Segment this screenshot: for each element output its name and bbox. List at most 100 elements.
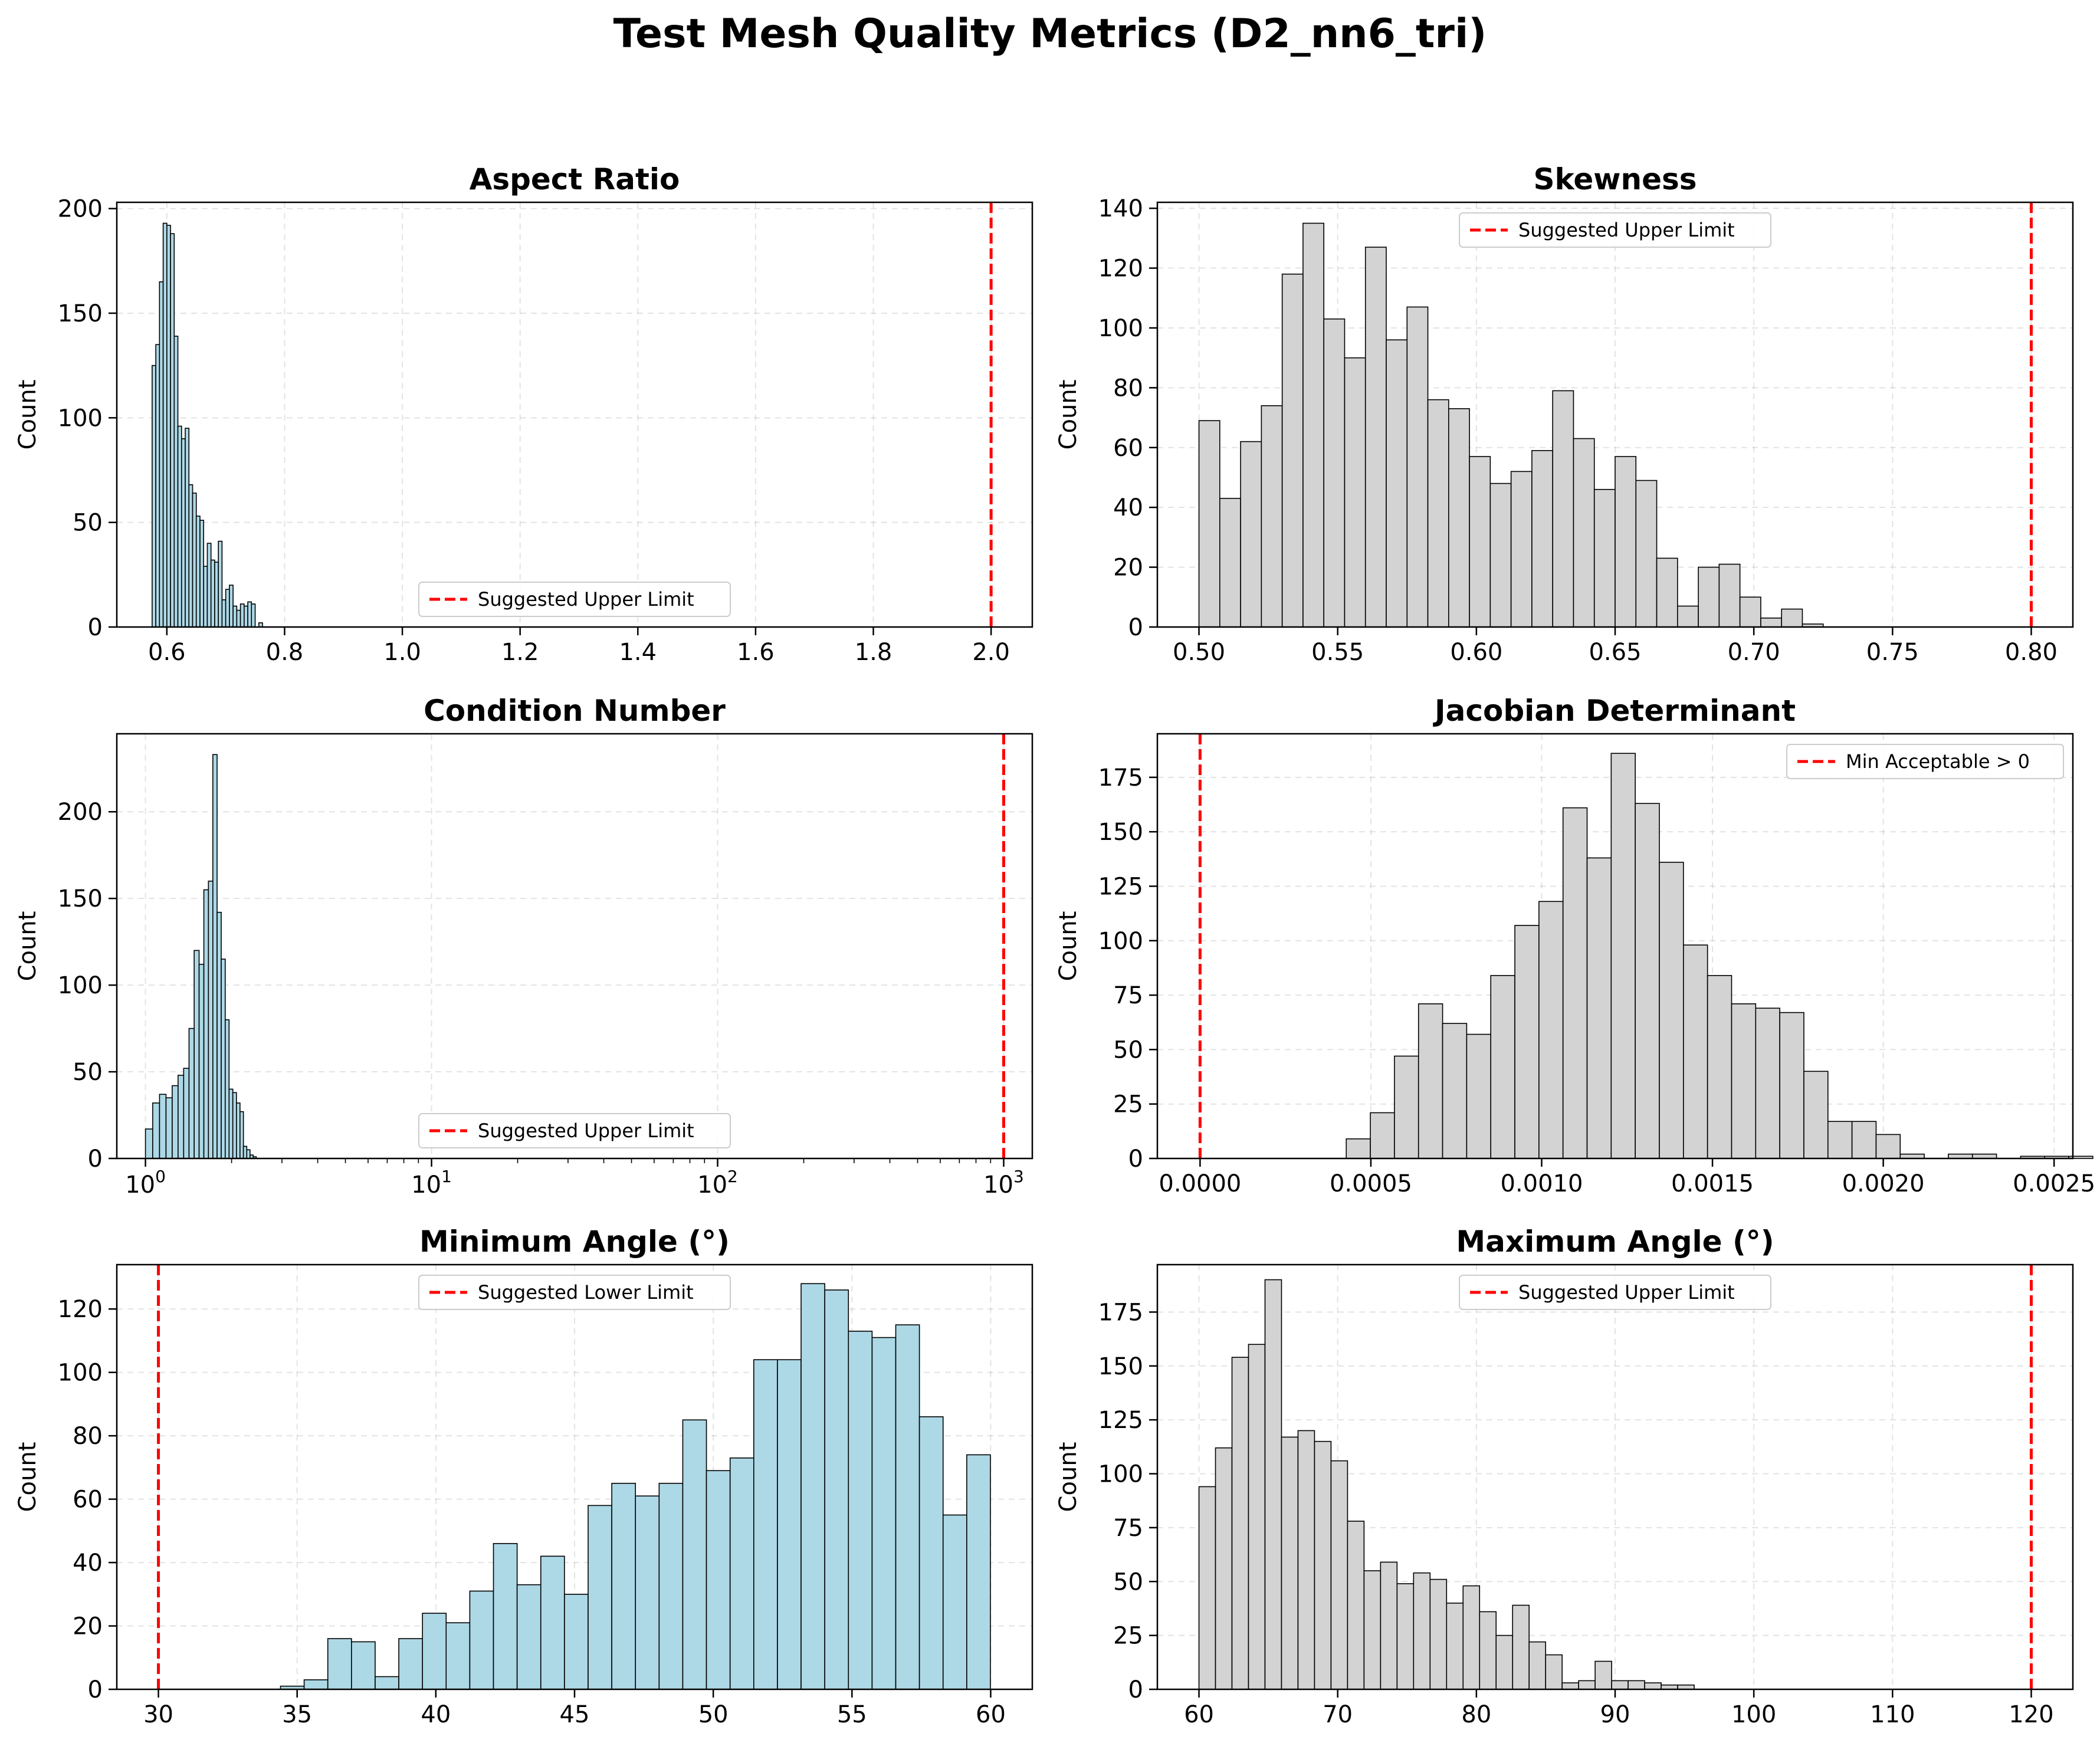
histogram-bar: [1635, 480, 1658, 628]
histogram-bar: [247, 601, 252, 628]
legend-box: [1786, 744, 2064, 779]
histogram-bar: [1611, 1680, 1629, 1690]
histogram-bar: [152, 1102, 160, 1159]
x-tick-label: 80: [1461, 1701, 1491, 1728]
axes-frame: [116, 733, 1033, 1160]
y-tick-label: 0: [88, 614, 103, 641]
histogram-bar: [1875, 1134, 1901, 1159]
histogram-bar: [198, 964, 205, 1159]
x-tick-label: 1.2: [501, 639, 539, 666]
histogram-bar: [178, 1075, 185, 1159]
chart-panel-6: 60 70 80 90 100 110 120 0 25 50 75 100 125 150 175 Coun…: [1055, 1225, 2074, 1728]
x-tick-label: 0.0020: [1842, 1170, 1925, 1197]
x-tick-label: 0.6: [148, 639, 186, 666]
histogram-bar: [221, 959, 226, 1159]
y-tick-label: 40: [1113, 494, 1143, 521]
y-tick-label: 140: [1098, 195, 1143, 222]
histogram-bar: [166, 225, 171, 628]
histogram-bar: [159, 1094, 167, 1159]
legend: Suggested Upper Limit: [418, 582, 731, 617]
histogram-bar: [181, 438, 186, 628]
x-tick-label: 40: [421, 1701, 451, 1728]
legend: Suggested Lower Limit: [418, 1275, 731, 1310]
chart-panel-4: 0.0000 0.0005 0.0010 0.0015 0.0020 0.0025 0 25 5…: [1055, 694, 2095, 1197]
y-axis-label: Count: [1055, 911, 1082, 982]
histogram-bar: [173, 336, 179, 628]
x-tick-label: 0.65: [1589, 639, 1641, 666]
y-tick-label: 125: [1098, 1407, 1143, 1434]
histogram-bar: [1628, 1680, 1645, 1690]
y-tick-label: 150: [58, 300, 103, 327]
histogram-bar: [1562, 807, 1588, 1159]
histogram-bar: [327, 1638, 352, 1690]
histogram-bar: [1219, 498, 1241, 628]
y-tick-label: 0: [88, 1676, 103, 1703]
histogram-bar: [682, 1419, 707, 1690]
panel-title: Condition Number: [424, 694, 726, 728]
histogram-bar: [155, 344, 160, 628]
histogram-bar: [942, 1514, 967, 1690]
y-tick-label: 175: [1098, 764, 1143, 792]
histogram-bar: [729, 1457, 754, 1690]
x-tick-label: 0.0010: [1501, 1170, 1583, 1197]
x-tick-label: 50: [698, 1701, 729, 1728]
histogram-bar: [236, 1102, 241, 1159]
y-tick-label: 50: [73, 1059, 103, 1086]
histogram-bar: [1386, 339, 1408, 628]
histogram-bar: [1363, 1570, 1382, 1690]
histogram-bar: [1803, 1071, 1829, 1159]
x-tick-label: 100: [1731, 1701, 1776, 1728]
y-tick-label: 40: [73, 1550, 103, 1577]
y-tick-label: 75: [1113, 982, 1143, 1009]
histogram-bar: [1330, 1460, 1348, 1690]
panel-title: Aspect Ratio: [470, 162, 680, 196]
x-tick-label: 0.0000: [1159, 1170, 1241, 1197]
histogram-bar: [1635, 803, 1660, 1159]
histogram-bar: [1495, 1634, 1514, 1690]
axes-frame: [116, 201, 1033, 628]
histogram-bar: [1479, 1611, 1497, 1690]
x-tick-label: 2.0: [972, 639, 1010, 666]
histogram-bar: [1594, 1660, 1612, 1690]
y-tick-label: 150: [1098, 1353, 1143, 1380]
histogram-bar: [188, 484, 193, 628]
histogram-bar: [193, 950, 200, 1159]
histogram-bar: [1413, 1572, 1431, 1690]
histogram-bar: [203, 566, 208, 628]
histogram-bar: [1489, 482, 1512, 628]
x-tick-label: 101: [411, 1167, 452, 1199]
histogram-bar: [244, 605, 248, 628]
histogram-bar: [1561, 1682, 1579, 1690]
histogram-bar: [1248, 1344, 1266, 1690]
histogram-bar: [1344, 357, 1366, 628]
x-tick-label: 1.6: [737, 639, 775, 666]
histogram-bar: [1531, 450, 1553, 628]
y-tick-label: 175: [1098, 1299, 1143, 1326]
legend-box: [418, 1113, 731, 1148]
histogram-bar: [1442, 1023, 1468, 1159]
y-tick-label: 100: [58, 405, 103, 432]
histogram-bar: [1644, 1682, 1662, 1690]
histogram-bar: [516, 1584, 542, 1690]
histogram-bar: [1406, 306, 1429, 628]
y-tick-label: 200: [58, 196, 103, 223]
y-tick-label: 25: [1113, 1623, 1143, 1650]
histogram-bar: [777, 1359, 802, 1690]
histogram-bar: [1448, 408, 1470, 628]
y-axis-label: Count: [1055, 380, 1082, 450]
histogram-bar: [1462, 1585, 1481, 1690]
histogram-bar: [1370, 1112, 1395, 1159]
histogram-bar: [445, 1622, 471, 1690]
y-tick-label: 100: [58, 1360, 103, 1387]
x-tick-label: 100: [125, 1167, 166, 1199]
histogram-bar: [1528, 1641, 1546, 1690]
histogram-bar: [159, 281, 164, 628]
histogram-bar: [800, 1283, 825, 1690]
histogram-bar: [351, 1641, 376, 1690]
histogram-bar: [225, 589, 230, 628]
histogram-bar: [493, 1543, 518, 1690]
histogram-bar: [1240, 441, 1262, 628]
histogram-bar: [1314, 1440, 1332, 1690]
histogram-bar: [251, 603, 256, 628]
